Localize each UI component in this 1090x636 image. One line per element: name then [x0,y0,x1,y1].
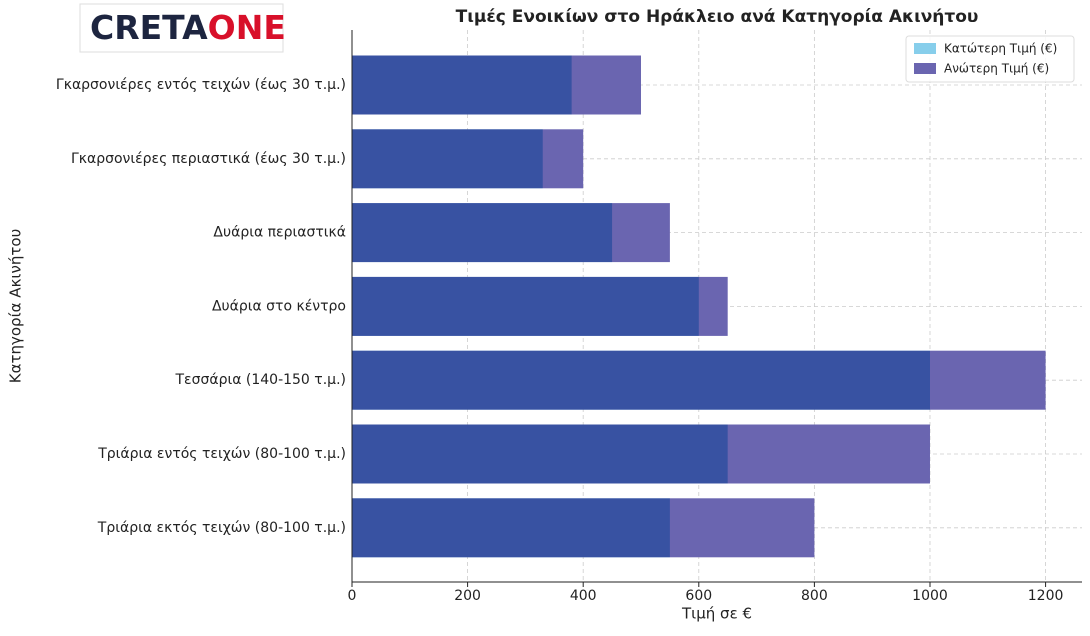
x-axis-label: Τιμή σε € [681,605,752,623]
chart-title: Τιμές Ενοικίων στο Ηράκλειο ανά Κατηγορί… [456,7,979,27]
x-tick-label: 0 [348,588,357,604]
legend-box [905,35,1075,83]
y-tick-label: Δυάρια περιαστικά [213,225,346,241]
y-tick-label: Τριάρια εντός τειχών (80-100 τ.μ.) [97,446,346,462]
legend-swatch [914,43,936,54]
logo: CRETAONE [90,8,286,47]
bar-lower [352,350,930,410]
x-tick-label: 1200 [1028,588,1064,604]
y-tick-label: Γκαρσονιέρες εντός τειχών (έως 30 τ.μ.) [56,77,346,93]
bar-lower [352,276,699,336]
x-tick-label: 200 [454,588,481,604]
x-tick-label: 400 [570,588,597,604]
y-axis-label: Κατηγορία Ακινήτου [7,229,25,384]
bar-lower [352,129,543,189]
x-tick-label: 600 [685,588,712,604]
bar-lower [352,498,670,558]
logo-part: ONE [208,8,286,47]
legend-swatch [914,63,936,74]
y-tick-label: Γκαρσονιέρες περιαστικά (έως 30 τ.μ.) [71,151,346,167]
y-tick-label: Τριάρια εκτός τειχών (80-100 τ.μ.) [97,520,346,536]
logo-part: CRETA [90,8,208,47]
logo-box [79,3,284,53]
bar-lower [352,203,613,263]
legend-label: Ανώτερη Τιμή (€) [944,62,1049,76]
bar-lower [352,424,728,484]
y-tick-label: Δυάρια στο κέντρο [212,298,346,314]
legend-label: Κατώτερη Τιμή (€) [944,42,1057,56]
bar-lower [352,55,572,115]
x-tick-label: 800 [801,588,828,604]
y-tick-label: Τεσσάρια (140-150 τ.μ.) [174,372,346,388]
x-tick-label: 1000 [912,588,948,604]
